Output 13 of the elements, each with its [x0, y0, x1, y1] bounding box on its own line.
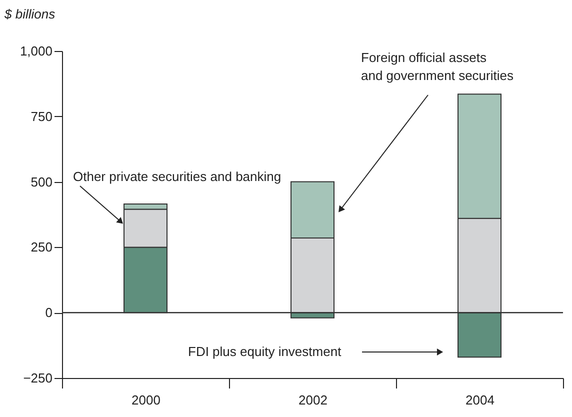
series-label: Foreign official assets and government securities — [361, 50, 514, 83]
y-tick-label: 0 — [45, 305, 52, 320]
x-tick-label: 2002 — [298, 392, 328, 408]
x-tick-label: 2004 — [466, 392, 494, 408]
y-axis-title: $ billions — [4, 6, 56, 22]
y-tick-label: 750 — [30, 108, 52, 124]
y-tick-label: 250 — [30, 240, 52, 255]
y-tick-label: −250 — [23, 370, 52, 386]
y-tick-label: 1,000 — [20, 44, 52, 58]
text: Other private securities and banking — [73, 169, 282, 184]
text: FDI plus equity investment — [188, 344, 342, 359]
x-tick-label: 2000 — [132, 392, 160, 408]
y-tick-label: 500 — [30, 174, 52, 190]
